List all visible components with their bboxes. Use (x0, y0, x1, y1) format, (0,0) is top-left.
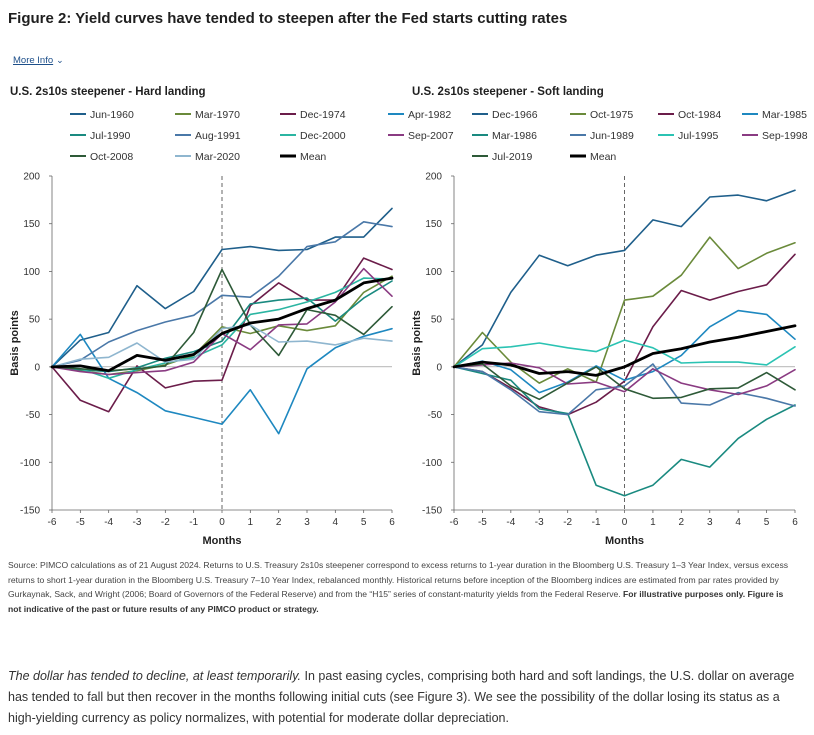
y-tick-label: -50 (26, 410, 41, 421)
x-tick-label: 6 (792, 517, 798, 528)
legend-label: Jun-1989 (590, 130, 634, 142)
y-tick-label: 150 (23, 219, 40, 230)
y-tick-label: -100 (422, 458, 442, 469)
source-note: Source: PIMCO calculations as of 21 Augu… (8, 558, 798, 616)
x-tick-label: -4 (104, 517, 113, 528)
y-tick-label: -150 (20, 506, 40, 517)
x-tick-label: -3 (133, 517, 142, 528)
series-line (453, 309, 796, 394)
series-line (51, 207, 393, 368)
x-tick-label: 0 (219, 517, 225, 528)
y-tick-label: 200 (425, 172, 442, 183)
y-tick-label: 100 (23, 267, 40, 278)
x-tick-label: 1 (650, 517, 656, 528)
more-info-link[interactable]: More Info ⌄ (13, 55, 64, 66)
chart-title: U.S. 2s10s steepener - Soft landing (412, 86, 604, 98)
y-tick-label: 50 (29, 315, 41, 326)
x-tick-label: 4 (333, 517, 339, 528)
legend-label: Dec-2000 (300, 130, 346, 142)
charts-area: U.S. 2s10s steepener - Hard landing Jun-1… (9, 86, 808, 547)
y-axis-label: Basis points (411, 310, 423, 375)
legend-label: Apr-1982 (408, 109, 451, 121)
x-tick-label: -5 (76, 517, 85, 528)
body-paragraph: The dollar has tended to decline, at lea… (8, 666, 804, 729)
x-tick-label: 5 (361, 517, 367, 528)
series-line (50, 276, 394, 373)
y-tick-label: 100 (425, 267, 442, 278)
y-tick-label: 0 (34, 362, 40, 373)
series-line (452, 324, 797, 377)
series-line (453, 362, 796, 396)
y-tick-label: -150 (422, 506, 442, 517)
x-tick-label: -4 (506, 517, 515, 528)
legend-label: Mar-1985 (762, 109, 807, 121)
y-tick-label: 50 (431, 315, 443, 326)
y-tick-label: 0 (436, 362, 442, 373)
legend-label: Aug-1991 (195, 130, 241, 142)
legend-label: Mar-1970 (195, 109, 240, 121)
series-line (51, 221, 393, 368)
x-tick-label: -6 (450, 517, 459, 528)
y-axis-label: Basis points (9, 310, 21, 375)
figure-title: Figure 2: Yield curves have tended to st… (8, 10, 568, 27)
x-tick-label: -2 (563, 517, 572, 528)
legend-label: Oct-2008 (90, 151, 133, 163)
x-tick-label: -1 (592, 517, 601, 528)
x-tick-label: 5 (764, 517, 770, 528)
x-tick-label: 6 (389, 517, 395, 528)
legend-label: Jul-1990 (90, 130, 130, 142)
series-line (453, 253, 796, 416)
series-line (453, 236, 796, 384)
x-axis-label: Months (605, 535, 644, 547)
legend-label: Jul-2019 (492, 151, 532, 163)
x-tick-label: -2 (161, 517, 170, 528)
series-line (453, 366, 796, 497)
series-line (453, 189, 796, 368)
y-tick-label: -50 (428, 410, 443, 421)
y-tick-label: -100 (20, 458, 40, 469)
x-tick-label: 2 (276, 517, 282, 528)
x-tick-label: -1 (189, 517, 198, 528)
x-tick-label: -3 (535, 517, 544, 528)
legend-label: Jul-1995 (678, 130, 718, 142)
legend-label: Dec-1966 (492, 109, 538, 121)
y-tick-label: 150 (425, 219, 442, 230)
legend-label: Mean (590, 151, 616, 163)
legend-label: Sep-1998 (762, 130, 808, 142)
series-line (51, 277, 393, 380)
series-line (453, 363, 796, 416)
chart-title: U.S. 2s10s steepener - Hard landing (10, 86, 206, 98)
x-tick-label: 3 (304, 517, 310, 528)
series-line (453, 339, 796, 368)
legend-label: Mar-1986 (492, 130, 537, 142)
x-axis-label: Months (202, 535, 241, 547)
x-tick-label: 2 (679, 517, 685, 528)
source-disclaimer: For illustrative purposes only. Figure i… (8, 589, 784, 614)
y-tick-label: 200 (23, 172, 40, 183)
legend-label: Mean (300, 151, 326, 163)
more-info-label: More Info (13, 55, 54, 66)
x-tick-label: 3 (707, 517, 713, 528)
series-line (453, 363, 796, 401)
chevron-down-icon: ⌄ (56, 55, 64, 65)
legend-label: Oct-1975 (590, 109, 633, 121)
x-tick-label: -5 (478, 517, 487, 528)
x-tick-label: 1 (248, 517, 254, 528)
legend-label: Dec-1974 (300, 109, 346, 121)
source-text: Source: PIMCO calculations as of 21 Augu… (8, 560, 789, 599)
series-line (51, 324, 393, 368)
x-tick-label: 0 (622, 517, 628, 528)
paragraph-lead: The dollar has tended to decline, at lea… (8, 669, 301, 683)
legend-label: Sep-2007 (408, 130, 454, 142)
legend-label: Jun-1960 (90, 109, 134, 121)
x-tick-label: -6 (48, 517, 57, 528)
legend-label: Oct-1984 (678, 109, 721, 121)
paragraph-text: In past easing cycles, comprising both h… (8, 669, 795, 725)
x-tick-label: 4 (735, 517, 741, 528)
legend-label: Mar-2020 (195, 151, 240, 163)
